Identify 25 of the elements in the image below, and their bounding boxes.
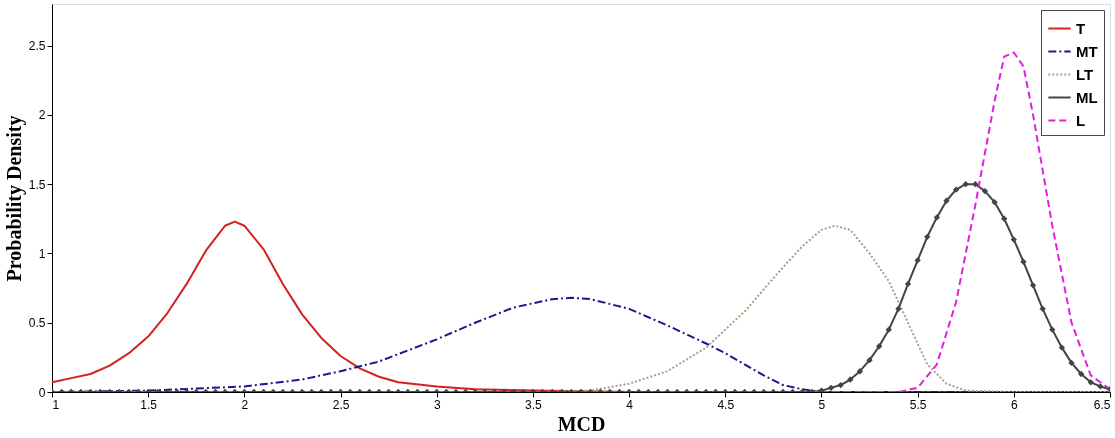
y-tick-label: 1 xyxy=(38,246,46,261)
x-tick-label: 5.5 xyxy=(909,397,927,412)
legend-label: L xyxy=(1076,111,1086,129)
x-tick-label: 4.5 xyxy=(717,397,735,412)
legend-label: LT xyxy=(1076,65,1094,83)
y-tick-label: 0.5 xyxy=(28,316,46,331)
x-tick-label: 1.5 xyxy=(140,397,158,412)
x-tick-label: 6 xyxy=(1010,397,1018,412)
y-axis-title: Probability Density xyxy=(2,115,26,282)
y-tick-label: 1.5 xyxy=(28,177,46,192)
x-tick-label: 1 xyxy=(52,397,60,412)
x-axis-title: MCD xyxy=(557,412,606,435)
x-tick-label: 3.5 xyxy=(525,397,543,412)
x-tick-label: 2.5 xyxy=(332,397,350,412)
legend-label: T xyxy=(1076,19,1086,37)
x-tick-label: 6.5 xyxy=(1093,397,1111,412)
x-tick-label: 3 xyxy=(433,397,441,412)
legend-label: MT xyxy=(1076,42,1098,60)
legend-label: ML xyxy=(1076,88,1098,106)
y-tick-label: 2.5 xyxy=(28,39,46,54)
y-tick-label: 2 xyxy=(38,108,46,123)
y-tick-label: 0 xyxy=(38,385,46,400)
x-tick-label: 4 xyxy=(626,397,634,412)
x-tick-label: 2 xyxy=(241,397,249,412)
x-tick-label: 5 xyxy=(818,397,826,412)
